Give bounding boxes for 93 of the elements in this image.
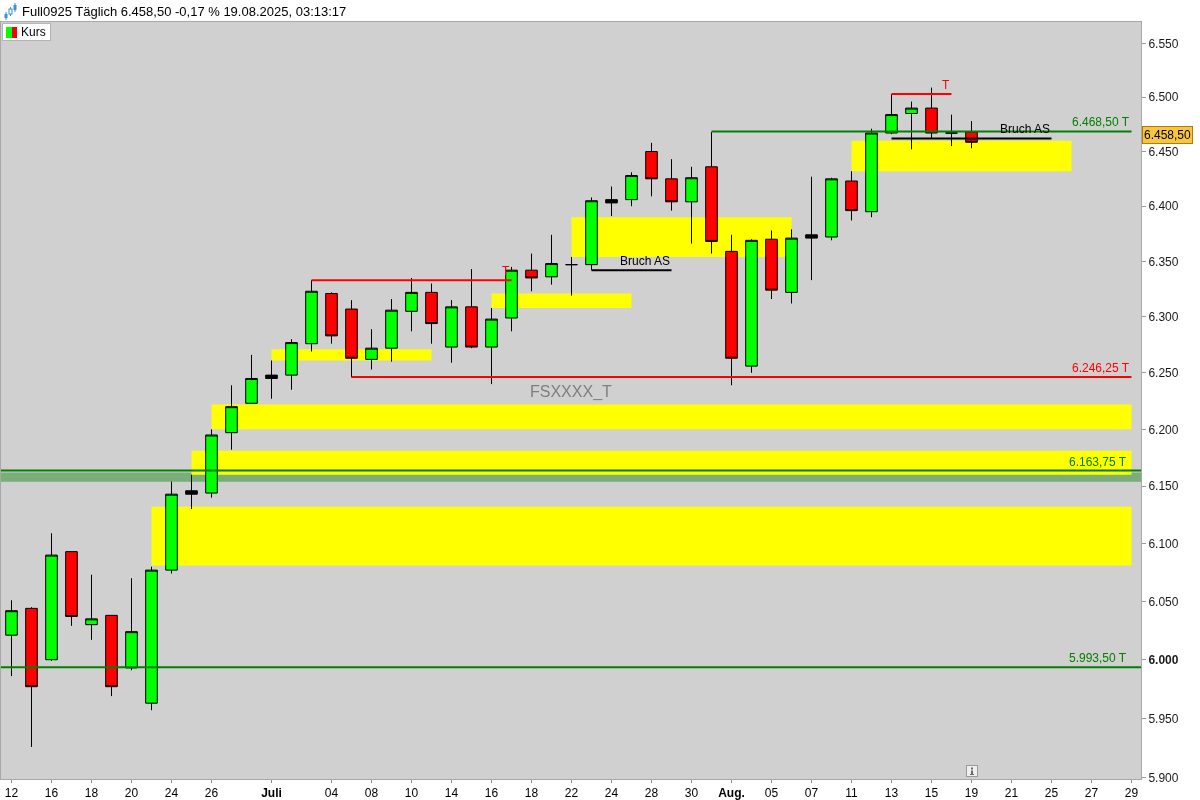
candlestick [105,614,118,697]
candlestick [765,229,778,300]
x-tick-label: 24 [604,786,619,800]
x-tick-label: 27 [1084,786,1099,800]
candlestick [225,384,238,451]
x-tick-label: 21 [1004,786,1019,800]
candlestick [25,606,38,748]
x-tick-label: 18 [84,786,99,800]
series-label: T [942,78,950,92]
candlestick [625,171,638,207]
ref-line-label: 6.163,75 T [1069,455,1127,469]
candlestick [645,142,658,197]
series-label: 6.468,50 T [1072,115,1130,129]
candlestick [405,277,418,332]
series-label: T [502,264,510,278]
x-tick-label: 14 [444,786,459,800]
candlestick [305,279,318,353]
y-tick-label: 5.950 [1148,711,1179,726]
x-tick-label: 24 [164,786,179,800]
candlestick [845,170,858,221]
x-tick-label: 04 [324,786,339,800]
x-tick-label: 26 [204,786,219,800]
candlestick [365,328,378,370]
candlestick [745,238,758,374]
x-tick-label: 13 [884,786,899,800]
candlestick [265,360,278,400]
candlestick [665,158,678,212]
y-tick-label: 6.350 [1148,254,1179,269]
y-tick-label: 6.100 [1148,536,1179,551]
x-tick-label: 12 [4,786,19,800]
candlestick [385,298,398,363]
candlestick [65,551,78,627]
x-tick-label: 25 [1044,786,1059,800]
candlestick [565,256,578,297]
candlestick [5,599,18,677]
x-tick-label: 19 [964,786,979,800]
x-tick-label: 08 [364,786,379,800]
x-tick-label: 20 [124,786,139,800]
legend-label: Kurs [21,25,46,39]
y-tick-label: 6.250 [1148,366,1179,381]
y-tick-label: 6.500 [1148,90,1179,105]
candlestick [485,307,498,385]
y-tick-label: 6.150 [1148,479,1179,494]
candlestick [605,185,618,217]
candlestick [445,299,458,364]
candlestick [285,338,298,391]
x-tick-label: 22 [564,786,579,800]
y-tick-label: 6.050 [1148,594,1179,609]
candlestick [805,176,818,281]
y-tick-label: 6.300 [1148,310,1179,325]
y-tick-label: 6.200 [1148,422,1179,437]
candlestick [425,282,438,345]
x-tick-label: 16 [44,786,59,800]
y-tick-label: 6.000 [1148,652,1179,667]
candlestick [125,577,138,671]
series-label: Bruch AS [620,254,671,268]
candlestick [85,574,98,641]
candlestick [325,291,338,345]
x-tick-label: 15 [924,786,939,800]
candlestick [205,428,218,499]
candlestick [245,354,258,404]
x-tick-label: 11 [845,786,859,800]
candlestick [145,566,158,711]
candlestick [885,93,898,135]
x-tick-label: 29 [1124,786,1139,800]
y-tick-label: 6.550 [1148,36,1179,51]
x-tick-label: 16 [484,786,499,800]
candlestick [685,166,698,245]
x-tick-label: 05 [764,786,779,800]
x-tick-label: Aug. [718,786,745,800]
x-tick-label: 28 [644,786,659,800]
candlestick [545,234,558,286]
ref-line-label: 5.993,50 T [1069,651,1127,665]
x-tick-label: 30 [684,786,699,800]
candlestick [525,253,538,292]
x-tick-label: 07 [804,786,819,800]
x-tick-label: 10 [404,786,419,800]
y-tick-label: 6.450 [1148,144,1179,159]
x-tick-label: 18 [524,786,539,800]
candlestick [165,481,178,575]
candlestick [865,128,878,218]
x-tick-label: Juli [261,786,282,800]
chart-title: Full0925 Täglich 6.458,50 -0,17 % 19.08.2025, 03:13:17 [22,3,347,19]
text: 6.458,50 [1144,128,1192,142]
candlestick [45,532,58,662]
y-tick-label: 6.400 [1148,199,1179,214]
y-tick-label: 5.900 [1148,771,1179,786]
candlestick [705,131,718,255]
candlestick [785,228,798,304]
candlestick [825,177,838,241]
candlestick [185,474,198,510]
series-label: 6.246,25 T [1072,361,1130,375]
annotation: FSXXXX_T [530,383,613,401]
